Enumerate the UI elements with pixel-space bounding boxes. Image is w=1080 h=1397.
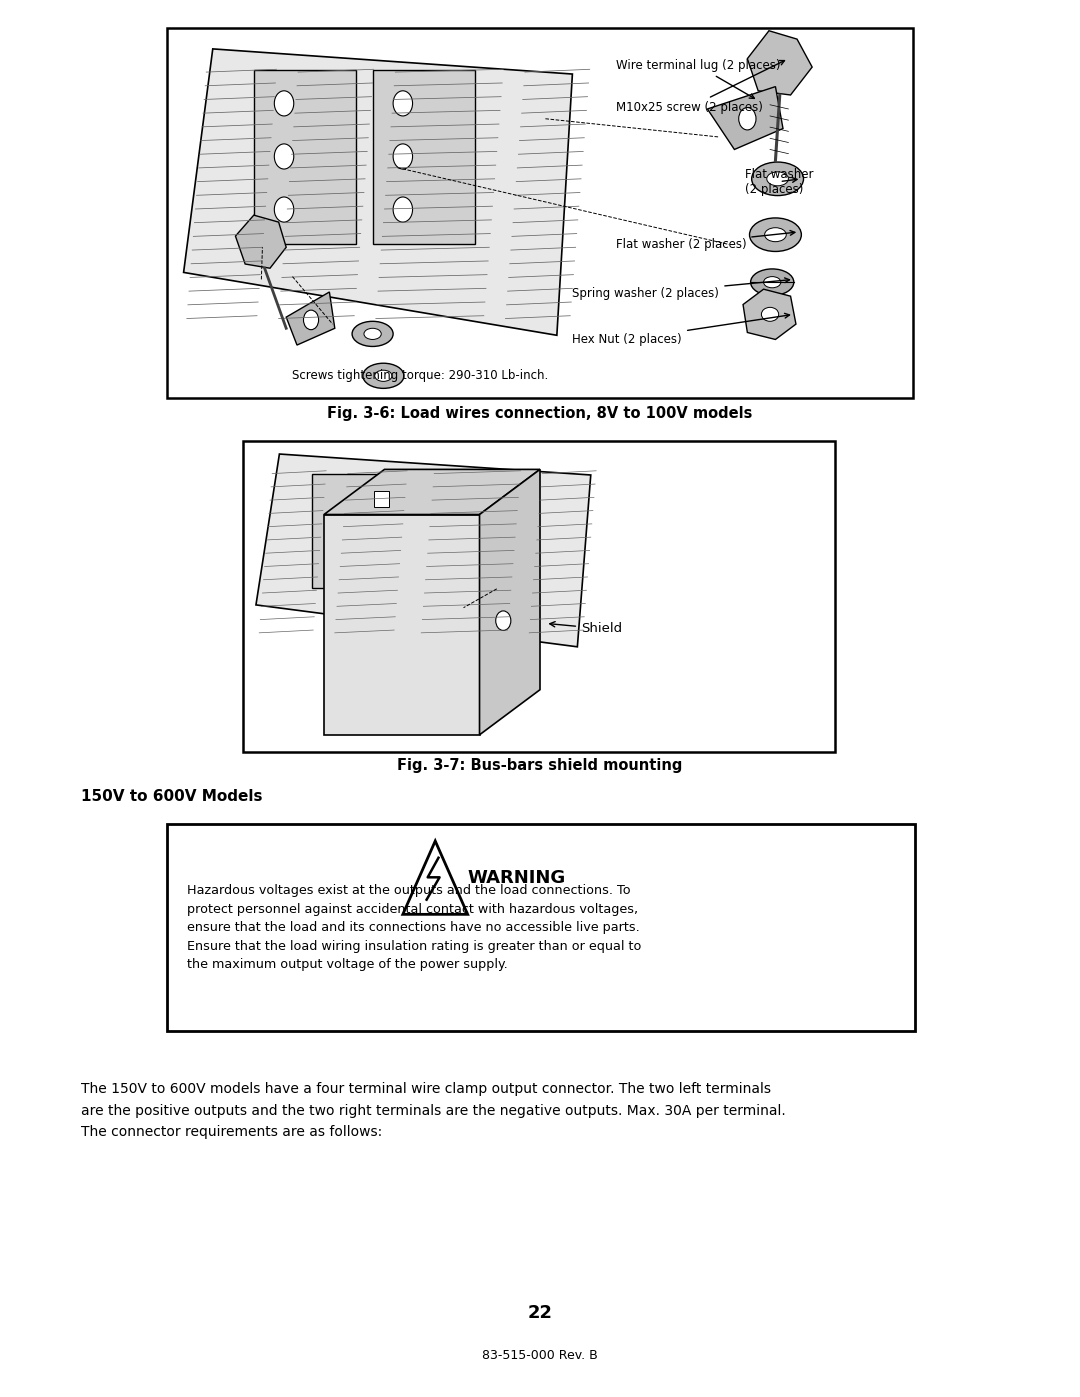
Ellipse shape: [363, 363, 404, 388]
Circle shape: [393, 197, 413, 222]
Circle shape: [393, 144, 413, 169]
Polygon shape: [324, 514, 480, 735]
Text: Fig. 3-7: Bus-bars shield mounting: Fig. 3-7: Bus-bars shield mounting: [397, 759, 683, 773]
Polygon shape: [480, 469, 540, 735]
FancyBboxPatch shape: [312, 474, 390, 588]
FancyBboxPatch shape: [254, 70, 356, 244]
Circle shape: [274, 144, 294, 169]
Text: M10x25 screw (2 places): M10x25 screw (2 places): [616, 60, 784, 115]
Polygon shape: [256, 454, 591, 647]
Text: 150V to 600V Models: 150V to 600V Models: [81, 789, 262, 803]
Polygon shape: [235, 215, 286, 268]
Circle shape: [303, 310, 319, 330]
Text: Spring washer (2 places): Spring washer (2 places): [572, 278, 789, 300]
Polygon shape: [286, 292, 335, 345]
Circle shape: [393, 91, 413, 116]
Ellipse shape: [765, 228, 786, 242]
Ellipse shape: [764, 277, 781, 288]
Ellipse shape: [752, 162, 804, 196]
Circle shape: [496, 610, 511, 630]
FancyBboxPatch shape: [409, 474, 487, 588]
Ellipse shape: [750, 218, 801, 251]
Polygon shape: [707, 87, 783, 149]
Circle shape: [274, 197, 294, 222]
Polygon shape: [184, 49, 572, 335]
Circle shape: [274, 91, 294, 116]
Polygon shape: [747, 31, 812, 95]
Text: The 150V to 600V models have a four terminal wire clamp output connector. The tw: The 150V to 600V models have a four term…: [81, 1083, 786, 1139]
Text: Screws tightening torque: 290-310 Lb-inch.: Screws tightening torque: 290-310 Lb-inc…: [292, 369, 548, 383]
Polygon shape: [743, 289, 796, 339]
Text: 22: 22: [527, 1305, 553, 1322]
Ellipse shape: [352, 321, 393, 346]
Text: WARNING: WARNING: [468, 869, 566, 887]
Text: Flat washer
(2 places): Flat washer (2 places): [745, 168, 813, 196]
Ellipse shape: [761, 307, 779, 321]
Polygon shape: [374, 490, 389, 507]
Text: Hazardous voltages exist at the outputs and the load connections. To
protect per: Hazardous voltages exist at the outputs …: [187, 884, 642, 971]
Circle shape: [739, 108, 756, 130]
Text: Hex Nut (2 places): Hex Nut (2 places): [572, 313, 789, 346]
Ellipse shape: [375, 370, 392, 381]
Ellipse shape: [767, 172, 788, 186]
Text: Flat washer (2 places): Flat washer (2 places): [616, 231, 795, 251]
Ellipse shape: [751, 270, 794, 296]
Text: Wire terminal lug (2 places): Wire terminal lug (2 places): [616, 59, 780, 98]
Polygon shape: [324, 469, 540, 514]
Text: Shield: Shield: [550, 622, 622, 636]
Ellipse shape: [364, 328, 381, 339]
Text: Fig. 3-6: Load wires connection, 8V to 100V models: Fig. 3-6: Load wires connection, 8V to 1…: [327, 407, 753, 420]
FancyBboxPatch shape: [373, 70, 475, 244]
Text: 83-515-000 Rev. B: 83-515-000 Rev. B: [482, 1348, 598, 1362]
